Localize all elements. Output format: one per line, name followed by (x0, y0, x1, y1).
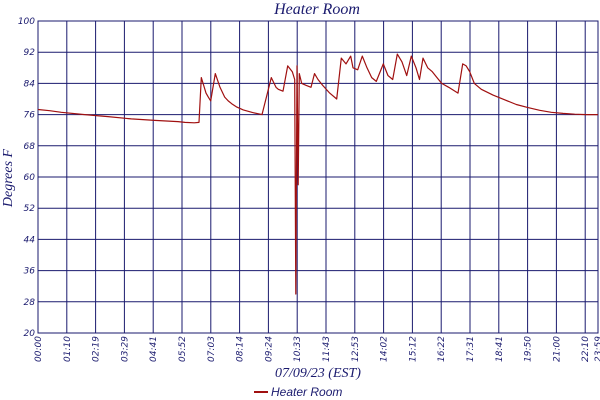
y-axis-label: Degrees F (1, 148, 16, 208)
x-tick-label: 08:14 (236, 336, 246, 362)
x-tick-labels: 00:00 01:10 02:19 03:29 04:41 05:52 07:03 08:14… (34, 336, 600, 362)
x-tick-label: 12:53 (351, 336, 361, 362)
x-tick-label: 00:00 (34, 336, 44, 362)
x-tick-label: 01:10 (63, 336, 73, 362)
y-tick-labels: 20 28 36 44 52 60 68 76 84 92 100 (18, 17, 35, 339)
x-tick-label: 18:41 (495, 336, 505, 362)
x-tick-label: 23:59 (594, 336, 600, 362)
y-tick-label: 100 (18, 17, 35, 27)
y-tick-label: 52 (24, 204, 36, 214)
x-tick-label: 02:19 (92, 336, 102, 362)
x-tick-label: 11:43 (322, 336, 332, 362)
y-tick-label: 44 (24, 235, 36, 245)
x-tick-label: 21:00 (552, 336, 562, 362)
grid (37, 20, 599, 334)
plot-frame (37, 20, 599, 334)
series-line (37, 53, 598, 295)
legend-label: Heater Room (271, 385, 342, 399)
y-tick-label: 36 (24, 267, 36, 277)
x-tick-label: 15:12 (408, 336, 418, 362)
x-tick-label: 07:03 (207, 336, 217, 362)
legend: Heater Room (254, 385, 342, 399)
x-tick-label: 03:29 (120, 336, 130, 362)
series-layer (37, 53, 598, 295)
y-tick-label: 68 (24, 142, 36, 152)
x-tick-label: 05:52 (178, 336, 188, 362)
y-tick-label: 60 (24, 173, 36, 183)
x-tick-label: 09:24 (264, 336, 274, 362)
y-tick-label: 28 (24, 298, 36, 308)
x-tick-label: 10:33 (293, 336, 303, 362)
x-axis-label: 07/09/23 (EST) (275, 366, 361, 381)
x-tick-label: 04:41 (149, 336, 159, 362)
x-tick-label: 14:02 (380, 336, 390, 362)
chart-title: Heater Room (273, 1, 360, 18)
x-tick-label: 22:10 (581, 336, 591, 362)
y-tick-label: 84 (24, 79, 36, 89)
x-tick-label: 19:50 (524, 336, 534, 362)
x-tick-label: 16:22 (437, 336, 447, 362)
y-tick-label: 76 (24, 111, 36, 121)
x-tick-label: 17:31 (466, 336, 476, 362)
y-tick-label: 92 (24, 48, 36, 58)
y-tick-label: 20 (24, 329, 36, 339)
